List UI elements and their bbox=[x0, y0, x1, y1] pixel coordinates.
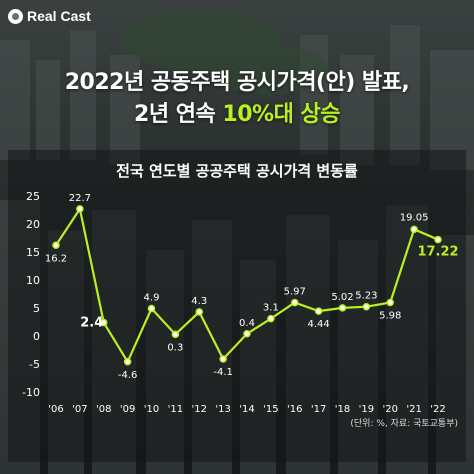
data-point bbox=[338, 304, 347, 312]
data-point bbox=[386, 298, 394, 307]
x-tick-label: '18 bbox=[335, 404, 350, 415]
y-tick-label: 15 bbox=[26, 246, 40, 259]
data-point bbox=[195, 308, 203, 316]
data-label: 4.9 bbox=[144, 293, 160, 304]
y-tick-label: 20 bbox=[26, 218, 40, 231]
source-note: (단위: %, 자료: 국토교통부) bbox=[350, 419, 458, 429]
x-tick-label: '17 bbox=[311, 404, 326, 415]
y-tick-label: 25 bbox=[26, 190, 40, 203]
data-point bbox=[314, 307, 323, 315]
data-label: 5.23 bbox=[355, 291, 377, 302]
x-tick-label: '12 bbox=[192, 404, 207, 415]
x-tick-label: '16 bbox=[287, 404, 302, 415]
data-label: 0.3 bbox=[167, 342, 183, 353]
data-label: 3.1 bbox=[263, 303, 279, 314]
logo-text: Real Cast bbox=[27, 8, 91, 24]
brand-logo: Real Cast bbox=[8, 8, 91, 24]
data-label: 4.3 bbox=[191, 296, 207, 307]
data-label: 22.7 bbox=[69, 193, 91, 204]
y-tick-label: -5 bbox=[29, 358, 40, 371]
x-tick-label: '22 bbox=[430, 404, 445, 415]
data-label: 5.98 bbox=[379, 311, 401, 322]
chart-title: 전국 연도별 공공주택 공시가격 변동률 bbox=[116, 162, 358, 180]
data-point bbox=[362, 302, 371, 311]
headline-line-1: 2022년 공동주택 공시가격(안) 발표, bbox=[64, 70, 410, 95]
x-tick-label: '07 bbox=[72, 404, 87, 415]
data-point bbox=[123, 358, 132, 366]
y-tick-label: -10 bbox=[22, 386, 40, 399]
x-tick-label: '08 bbox=[96, 404, 111, 415]
x-tick-label: '15 bbox=[263, 404, 278, 415]
x-tick-label: '10 bbox=[144, 404, 159, 415]
x-tick-label: '21 bbox=[406, 404, 421, 415]
series-line bbox=[55, 207, 439, 363]
x-tick-label: '19 bbox=[359, 404, 374, 415]
data-label: 19.05 bbox=[400, 212, 429, 223]
data-point bbox=[100, 318, 108, 327]
data-point bbox=[434, 235, 442, 244]
data-label: 4.44 bbox=[307, 319, 329, 330]
data-point bbox=[219, 355, 227, 363]
data-label: 5.02 bbox=[331, 292, 353, 303]
data-label: 0.4 bbox=[239, 318, 255, 329]
data-point bbox=[291, 298, 299, 307]
data-label: -4.6 bbox=[118, 370, 138, 381]
x-tick-label: '06 bbox=[48, 404, 63, 415]
data-point bbox=[410, 225, 418, 234]
x-tick-label: '14 bbox=[239, 404, 254, 415]
data-label: 5.97 bbox=[284, 287, 306, 298]
data-point bbox=[171, 330, 180, 339]
y-tick-label: 10 bbox=[26, 274, 40, 287]
data-label: 16.2 bbox=[45, 253, 67, 264]
data-label: 17.22 bbox=[417, 245, 458, 260]
x-tick-label: '09 bbox=[120, 404, 135, 415]
logo-icon bbox=[8, 8, 23, 24]
y-tick-label: 0 bbox=[33, 330, 40, 343]
data-point bbox=[243, 330, 251, 338]
headline-line-2: 2년 연속 10%대 상승 bbox=[0, 96, 474, 128]
y-tick-label: 5 bbox=[33, 302, 40, 315]
data-point bbox=[76, 205, 84, 213]
x-tick-label: '13 bbox=[215, 404, 230, 415]
headline-highlight: 10%대 상승 bbox=[222, 102, 340, 127]
headline-prefix: 2년 연속 bbox=[134, 102, 223, 127]
data-label: 2.4 bbox=[80, 316, 103, 331]
x-tick-label: '20 bbox=[383, 404, 398, 415]
x-tick-label: '11 bbox=[168, 404, 183, 415]
data-point bbox=[52, 241, 60, 250]
data-label: -4.1 bbox=[213, 367, 233, 378]
data-point bbox=[147, 304, 156, 313]
data-point bbox=[267, 314, 275, 323]
